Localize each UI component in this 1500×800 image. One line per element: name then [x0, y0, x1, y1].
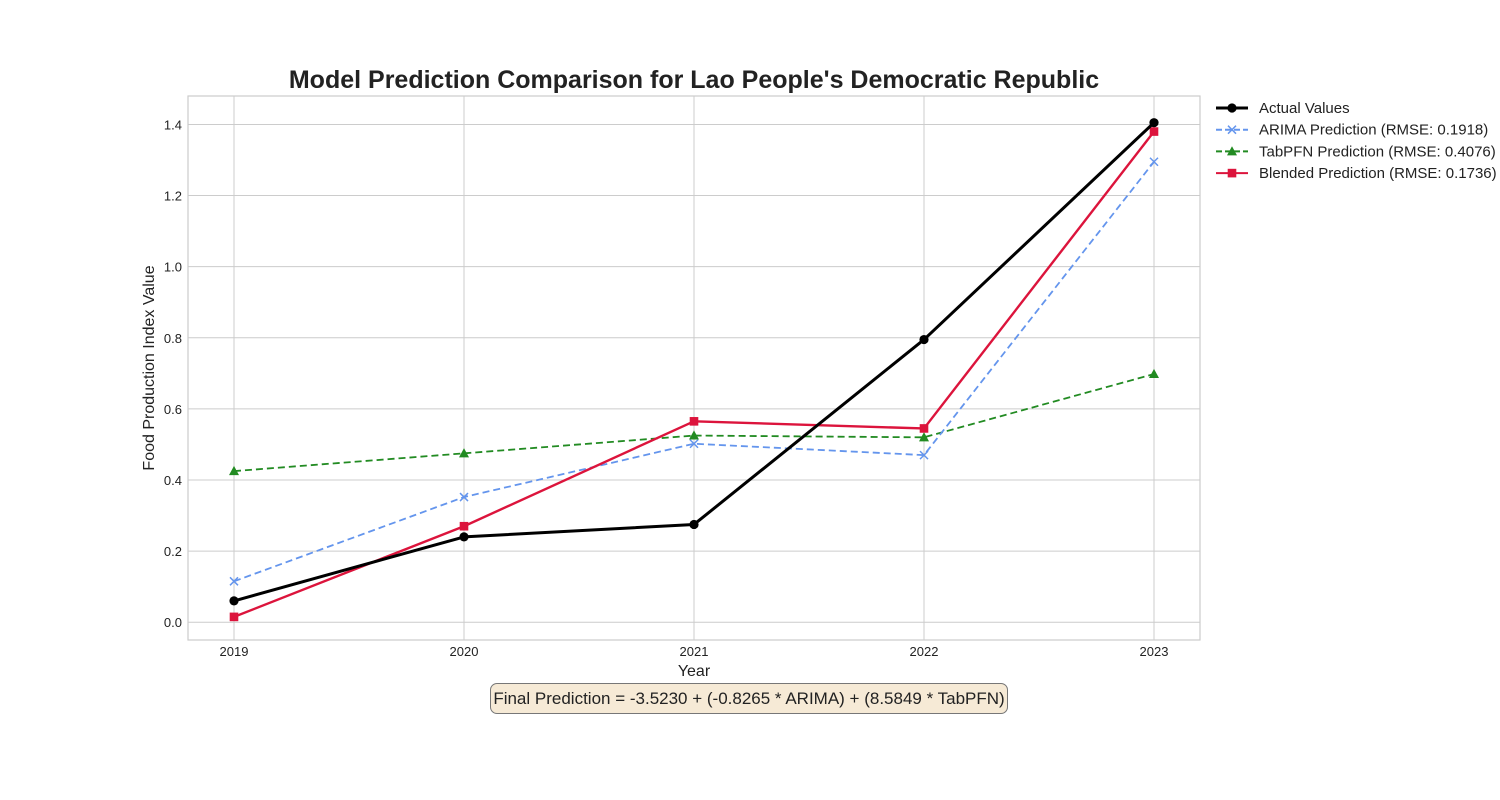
series-1	[229, 157, 1159, 586]
series	[229, 118, 1159, 622]
data-point	[1149, 127, 1159, 136]
data-point	[459, 532, 469, 542]
x-tick-label: 2023	[1140, 644, 1169, 659]
data-point	[229, 596, 239, 606]
x-tick-label: 2022	[910, 644, 939, 659]
legend-label: ARIMA Prediction (RMSE: 0.1918)	[1259, 122, 1488, 139]
formula-annotation: Final Prediction = -3.5230 + (-0.8265 * …	[490, 683, 1008, 714]
legend-entry: Actual Values	[1216, 100, 1350, 117]
y-tick-label: 1.0	[164, 260, 182, 275]
x-tick-label: 2020	[450, 644, 479, 659]
legend: Actual Values ARIMA Prediction (RMSE: 0.1…	[1216, 100, 1497, 182]
y-tick-label: 1.4	[164, 117, 182, 132]
y-tick-label: 0.2	[164, 544, 182, 559]
y-tick-label: 0.8	[164, 331, 182, 346]
data-point	[689, 439, 699, 449]
x-tick-label: 2019	[220, 644, 249, 659]
series-3	[229, 127, 1159, 622]
legend-entry: ARIMA Prediction (RMSE: 0.1918)	[1216, 122, 1488, 139]
data-point	[459, 448, 469, 458]
y-tick-label: 0.6	[164, 402, 182, 417]
legend-entry: Blended Prediction (RMSE: 0.1736)	[1216, 165, 1497, 182]
data-point	[919, 334, 929, 345]
data-point	[689, 519, 699, 530]
data-point	[229, 465, 239, 476]
y-axis-label: Food Production Index Value	[141, 265, 158, 470]
data-point	[1149, 118, 1159, 128]
data-point	[459, 492, 469, 502]
data-point	[229, 612, 239, 622]
data-point	[1149, 368, 1159, 379]
y-tick-label: 0.0	[164, 615, 182, 630]
legend-label: Blended Prediction (RMSE: 0.1736)	[1259, 165, 1497, 182]
legend-marker	[1227, 168, 1237, 178]
legend-marker	[1227, 103, 1237, 113]
legend-entry: TabPFN Prediction (RMSE: 0.4076)	[1216, 143, 1496, 160]
data-point	[919, 450, 929, 460]
y-tick-label: 1.2	[164, 189, 182, 204]
legend-marker	[1227, 146, 1237, 156]
axis-ticks: 0.0 0.2 0.4 0.6 0.8 1.0 1.2 1.4 2019 2020 2021 2022…	[164, 117, 1169, 659]
series-0	[229, 118, 1159, 606]
legend-label: Actual Values	[1259, 100, 1350, 117]
series-line	[233, 373, 1155, 473]
data-point	[459, 521, 469, 531]
legend-marker	[1227, 125, 1237, 135]
data-point	[229, 576, 239, 586]
legend-label: TabPFN Prediction (RMSE: 0.4076)	[1259, 143, 1496, 160]
data-point	[689, 430, 699, 440]
data-point	[919, 432, 929, 442]
grid	[188, 96, 1200, 640]
x-tick-label: 2021	[680, 644, 709, 659]
y-tick-label: 0.4	[164, 473, 182, 488]
plot-area	[187, 95, 1201, 641]
data-point	[919, 424, 929, 433]
data-point	[1149, 157, 1159, 167]
chart-title: Model Prediction Comparison for Lao Peop…	[289, 66, 1099, 94]
data-point	[689, 417, 699, 426]
series-2	[229, 368, 1159, 476]
x-axis-label: Year	[678, 663, 711, 680]
